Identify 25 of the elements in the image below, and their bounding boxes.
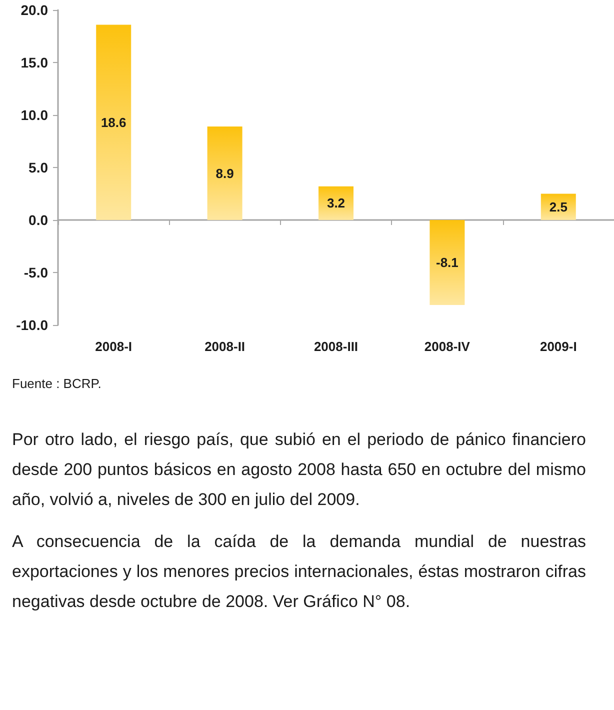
x-tick-label: 2009-I: [540, 339, 577, 354]
text: Por otro lado, el riesgo país, que subió en el periodo de pánico financiero desde 200 puntos básicos en agosto 2008 hasta 650 en octubre del mismo año, volvió a, niveles de 300 en julio del 2009.: [11, 429, 587, 511]
y-tick-label: 5.0: [28, 160, 48, 176]
x-tick-label: 2008-II: [204, 339, 246, 354]
x-tick-label: 2008-IV: [424, 339, 470, 354]
bar: [96, 24, 132, 220]
data-label: 3.2: [326, 196, 346, 211]
y-tick-label: -5.0: [24, 264, 48, 280]
y-tick-label: -10.0: [16, 317, 48, 333]
bar: [207, 126, 242, 220]
x-tick-label: 2008-III: [314, 339, 358, 354]
bar: [430, 220, 465, 306]
x-tick-label: 2008-I: [95, 339, 132, 354]
bar: [318, 186, 354, 220]
source-note: Fuente : BCRP.: [11, 376, 102, 392]
data-label: 2.5: [549, 199, 568, 214]
data-label: -8.1: [436, 255, 458, 270]
text: A consecuencia de la caída de la demanda mundial de nuestras exportaciones y los menores precios internacionales, éstas mostraron cifras negativas desde octubre de 2008. Ver Gráfico N° 08.: [11, 531, 587, 613]
y-tick-label: 0.0: [28, 212, 48, 228]
bar: [540, 194, 576, 220]
data-label: 18.6: [100, 114, 126, 130]
y-tick-label: 15.0: [20, 54, 48, 70]
data-label: 8.9: [216, 166, 234, 181]
y-tick-label: 10.0: [20, 107, 48, 123]
y-tick-label: 20.0: [20, 2, 48, 18]
